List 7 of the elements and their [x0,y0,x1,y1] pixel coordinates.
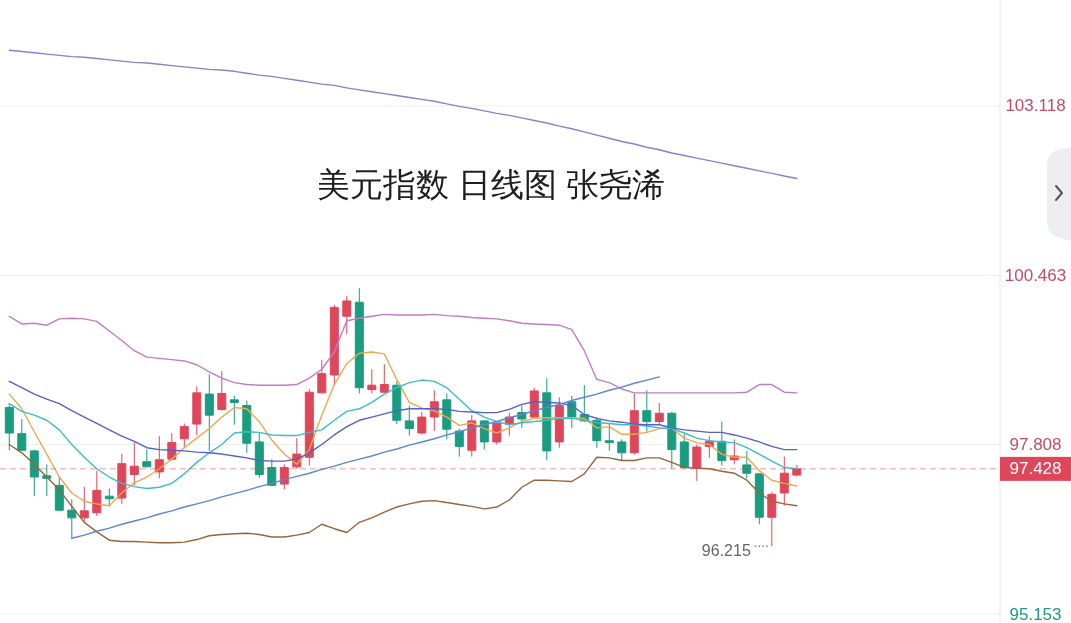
y-tick-label: 97.808 [1009,435,1062,455]
y-tick-label: 100.463 [1004,265,1067,285]
y-tick-label: 103.118 [1005,96,1066,116]
y-tick-label: 95.153 [1009,604,1062,623]
annotation: 96.215 [701,541,751,559]
text: 美元指数 日线图 张尧浠 [316,165,666,203]
ref-line-label: 97.428 [1009,459,1062,479]
